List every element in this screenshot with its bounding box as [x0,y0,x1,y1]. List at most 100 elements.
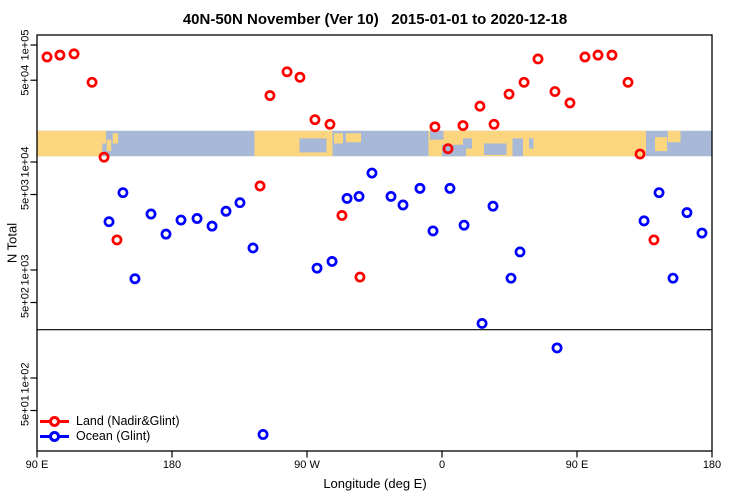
data-point-ocean [145,208,157,220]
map-strip-land [655,137,667,152]
data-point-ocean [326,255,338,267]
data-point-land [281,66,293,78]
map-strip-land [334,133,343,144]
map-strip-water [299,138,327,153]
data-point-land [324,118,336,130]
data-point-land [41,51,53,63]
chart-title: 40N-50N November (Ver 10) 2015-01-01 to … [182,11,568,28]
data-point-ocean [220,205,232,217]
map-strip-land [37,130,106,157]
data-point-ocean [206,220,218,232]
ocean-marker-icon [40,431,69,442]
map-strip-water [442,144,466,157]
data-point-land [606,49,618,61]
x-tick-label: 0 [439,459,445,471]
data-point-land [309,114,321,126]
legend: Land (Nadir&Glint) Ocean (Glint) [40,414,180,444]
data-point-ocean [160,228,172,240]
legend-label-land: Land (Nadir&Glint) [76,414,180,428]
data-point-ocean [551,342,563,354]
data-point-ocean [427,225,439,237]
x-axis-label: Longitude (deg E) [323,476,427,491]
map-strip-land [667,130,681,143]
data-point-land [532,53,544,65]
data-point-ocean [311,262,323,274]
data-point-land [549,86,561,98]
data-point-land [111,234,123,246]
data-point-land [622,76,634,88]
data-point-land [648,234,660,246]
data-point-ocean [117,187,129,199]
data-point-ocean [487,200,499,212]
legend-label-ocean: Ocean (Glint) [76,429,151,443]
y-tick-label: 5e+01 [20,395,32,426]
map-strip-water [463,138,472,149]
data-point-ocean [476,317,488,329]
data-point-ocean [444,182,456,194]
x-tick-label: 180 [703,459,721,471]
data-point-land [294,71,306,83]
plot-border [36,34,713,452]
map-strip-land [106,139,112,152]
map-strip-water [529,138,534,149]
data-point-land [354,271,366,283]
data-point-ocean [397,199,409,211]
data-point-land [592,49,604,61]
data-point-ocean [341,192,353,204]
map-strip-land [112,133,118,144]
data-point-land [429,121,441,133]
x-tick-label: 90 E [26,459,49,471]
data-point-land [457,120,469,131]
data-point-ocean [175,214,187,226]
map-strip-water [102,143,106,157]
y-tick-label: 1e+04 [20,147,32,178]
legend-item-land: Land (Nadir&Glint) [40,414,180,429]
data-point-land [518,76,530,88]
data-point-land [442,143,454,155]
map-strip-water [484,143,507,155]
y-tick-label: 5e+04 [20,65,32,96]
data-point-ocean [129,273,141,285]
data-point-ocean [514,246,526,258]
data-point-land [634,148,646,160]
data-point-ocean [696,227,708,239]
y-tick-label: 5e+02 [20,287,32,318]
data-point-ocean [681,207,693,219]
data-point-land [579,51,591,63]
x-tick-label: 90 E [566,459,589,471]
data-point-land [564,97,576,109]
data-point-land [54,49,66,61]
y-tick-label: 1e+02 [20,363,32,394]
map-strip-land [346,133,361,143]
data-point-ocean [505,272,517,284]
data-point-ocean [234,197,246,209]
legend-item-ocean: Ocean (Glint) [40,429,180,444]
data-point-ocean [414,182,426,194]
data-point-land [68,48,80,60]
map-strip-water [430,130,444,140]
data-point-ocean [353,190,365,202]
data-point-ocean [667,272,679,284]
data-point-ocean [247,242,259,254]
y-tick-label: 1e+03 [20,255,32,286]
data-point-ocean [257,429,269,440]
data-point-ocean [103,216,115,228]
y-axis-label: N Total [4,222,20,264]
data-point-ocean [653,187,665,199]
data-point-land [254,180,266,192]
land-marker-icon [40,416,69,427]
data-point-land [264,90,276,101]
data-point-ocean [385,190,397,202]
data-point-ocean [638,215,650,227]
data-point-land [98,151,110,163]
x-tick-label: 90 W [294,459,320,471]
data-point-land [488,118,500,130]
data-point-land [86,76,98,88]
map-strip-water [512,138,523,157]
y-tick-label: 1e+05 [20,30,32,61]
data-point-land [503,88,515,100]
data-point-ocean [366,167,378,179]
data-point-ocean [458,219,470,231]
